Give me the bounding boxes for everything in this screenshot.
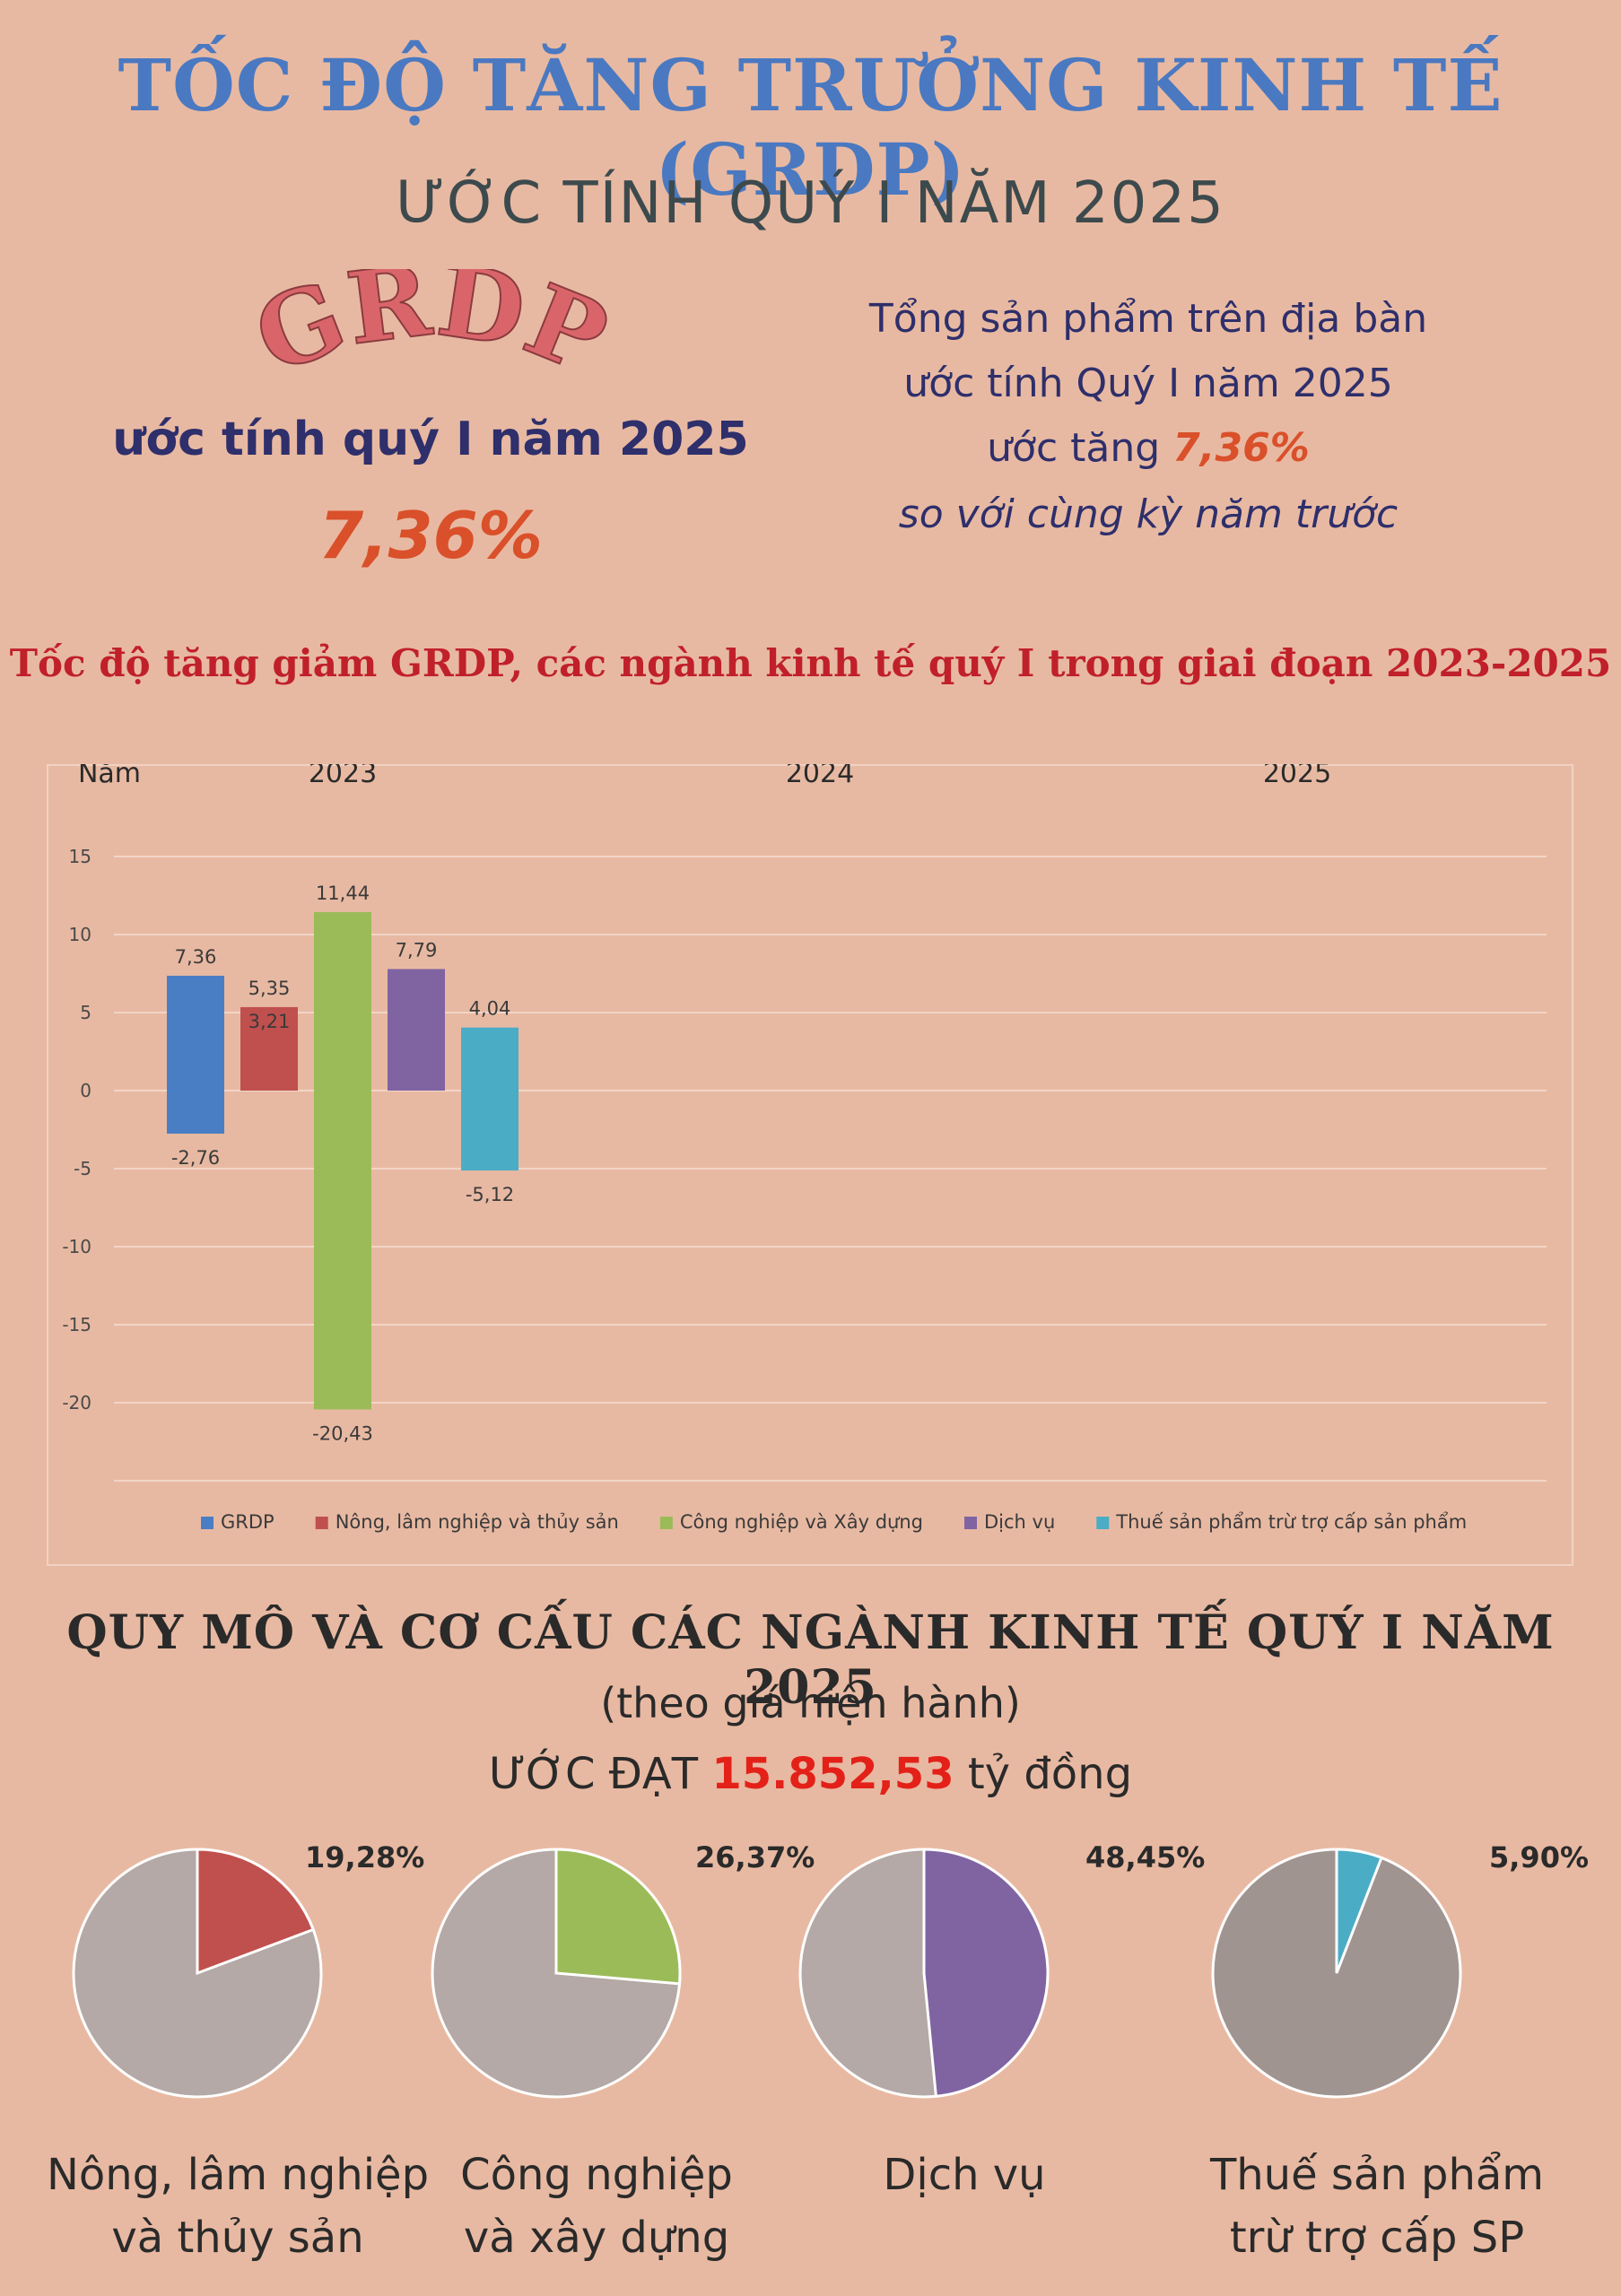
bar bbox=[314, 911, 371, 1091]
pie-industry: 26,37% Công nghiệp và xây dựng bbox=[404, 1839, 815, 2269]
legend-swatch bbox=[315, 1517, 328, 1529]
data-label: 4,04 bbox=[469, 998, 511, 1020]
y-tick-label: 0 bbox=[80, 1080, 92, 1101]
pie-product-tax: 5,90% Thuế sản phẩm trừ trợ cấp SP bbox=[1184, 1839, 1589, 2269]
bar bbox=[461, 1091, 519, 1171]
page-subtitle: ƯỚC TÍNH QUÝ I NĂM 2025 bbox=[396, 170, 1225, 237]
total-value: 15.852,53 bbox=[711, 1749, 954, 1799]
data-label: -5,12 bbox=[466, 1184, 514, 1205]
y-tick-label: 10 bbox=[69, 924, 92, 945]
legend-label: Dịch vụ bbox=[984, 1511, 1055, 1533]
grdp-logo: GRDP bbox=[239, 269, 623, 397]
data-label: -2,76 bbox=[171, 1147, 220, 1169]
pie-caption: Dịch vụ bbox=[771, 2144, 1157, 2206]
bar bbox=[388, 969, 445, 1091]
pie-agriculture: 19,28% Nông, lâm nghiệp và thủy sản bbox=[45, 1839, 431, 2269]
data-label: -20,43 bbox=[312, 1422, 373, 1444]
pie-caption-line: và xây dựng bbox=[463, 2213, 730, 2263]
y-tick-label: 15 bbox=[69, 846, 92, 867]
pie-slice bbox=[554, 1848, 682, 1986]
pie-chart bbox=[431, 1848, 682, 2099]
summary-growth-value: 7,36% bbox=[1172, 425, 1310, 471]
total-suffix: tỷ đồng bbox=[954, 1749, 1133, 1799]
grdp-estimate-value: 7,36% bbox=[318, 498, 543, 573]
pie-caption: Công nghiệp và xây dựng bbox=[404, 2144, 789, 2269]
legend-label: GRDP bbox=[221, 1511, 275, 1533]
pie-percent: 48,45% bbox=[1085, 1840, 1206, 1874]
category-label: 2024 bbox=[786, 764, 854, 789]
pie-caption: Thuế sản phẩm trừ trợ cấp SP bbox=[1184, 2144, 1570, 2269]
total-prefix: ƯỚC ĐẠT bbox=[488, 1749, 712, 1799]
pie-chart bbox=[72, 1848, 323, 2099]
summary-line-1: Tổng sản phẩm trên địa bàn bbox=[868, 296, 1428, 342]
data-label: 7,79 bbox=[396, 939, 438, 961]
legend-swatch bbox=[1096, 1517, 1110, 1529]
legend-label: Nông, lâm nghiệp và thủy sản bbox=[336, 1511, 619, 1533]
y-tick-label: -10 bbox=[62, 1236, 92, 1257]
legend-swatch bbox=[659, 1517, 673, 1529]
section2-title: QUY MÔ VÀ CƠ CẤU CÁC NGÀNH KINH TẾ QUÝ I… bbox=[66, 1605, 1555, 1715]
legend-label: Thuế sản phẩm trừ trợ cấp sản phẩm bbox=[1115, 1511, 1467, 1533]
x-axis-label: Năm bbox=[78, 764, 141, 789]
chart-frame bbox=[47, 764, 1573, 1566]
bar bbox=[240, 1040, 298, 1091]
y-tick-label: -20 bbox=[62, 1392, 92, 1413]
legend-swatch bbox=[201, 1517, 214, 1529]
pie-caption-line: trừ trợ cấp SP bbox=[1229, 2213, 1525, 2263]
legend-label: Công nghiệp và Xây dựng bbox=[680, 1511, 923, 1533]
bar bbox=[461, 1027, 519, 1091]
pie-percent: 26,37% bbox=[695, 1840, 815, 1874]
section2-note: (theo giá hiện hành) bbox=[600, 1679, 1021, 1727]
bar bbox=[314, 1091, 371, 1410]
pie-services: 48,45% Dịch vụ bbox=[771, 1839, 1205, 2269]
legend-swatch bbox=[964, 1517, 977, 1529]
data-label: 5,35 bbox=[248, 978, 291, 999]
bar bbox=[167, 1091, 224, 1135]
pie-caption-line: Dịch vụ bbox=[883, 2150, 1046, 2200]
svg-text:GRDP: GRDP bbox=[240, 269, 622, 396]
section2-total: ƯỚC ĐẠT 15.852,53 tỷ đồng bbox=[0, 1749, 1621, 1799]
pie-percent: 19,28% bbox=[305, 1840, 425, 1874]
chart-title: Tốc độ tăng giảm GRDP, các ngành kinh tế… bbox=[9, 641, 1612, 685]
pie-chart bbox=[798, 1848, 1050, 2099]
y-tick-label: -5 bbox=[74, 1158, 92, 1179]
data-label: 3,21 bbox=[248, 1011, 291, 1032]
bar-chart: Năm202320242025151050-5-10-15-201,255,35… bbox=[62, 764, 1547, 1533]
pie-slice bbox=[196, 1848, 316, 1976]
summary-line-2: ước tính Quý I năm 2025 bbox=[903, 361, 1393, 406]
pie-caption-line: và thủy sản bbox=[111, 2213, 364, 2263]
category-label: 2025 bbox=[1263, 764, 1331, 789]
pie-caption-line: Thuế sản phẩm bbox=[1209, 2150, 1545, 2200]
summary-line-3-prefix: ước tăng bbox=[987, 425, 1173, 471]
pie-caption-line: Nông, lâm nghiệp bbox=[46, 2150, 430, 2200]
summary-line-3: ước tăng 7,36% bbox=[745, 425, 1552, 471]
grdp-estimate-label: ước tính quý I năm 2025 bbox=[112, 413, 749, 466]
summary-line-4: so với cùng kỳ năm trước bbox=[898, 491, 1399, 537]
pie-percent: 5,90% bbox=[1489, 1840, 1590, 1874]
pie-chart bbox=[1211, 1848, 1462, 2099]
pie-slice bbox=[922, 1848, 1050, 2098]
category-label: 2023 bbox=[309, 764, 377, 789]
y-tick-label: -15 bbox=[62, 1314, 92, 1335]
pie-caption-line: Công nghiệp bbox=[460, 2150, 733, 2200]
data-label: 7,36 bbox=[175, 946, 217, 968]
bar bbox=[167, 975, 224, 1091]
data-label: 11,44 bbox=[316, 883, 370, 904]
pie-caption: Nông, lâm nghiệp và thủy sản bbox=[45, 2144, 431, 2269]
page-title: TỐC ĐỘ TĂNG TRƯỞNG KINH TẾ (GRDP) bbox=[118, 43, 1503, 212]
y-tick-label: 5 bbox=[80, 1002, 92, 1023]
pie-slice bbox=[1335, 1848, 1383, 1974]
